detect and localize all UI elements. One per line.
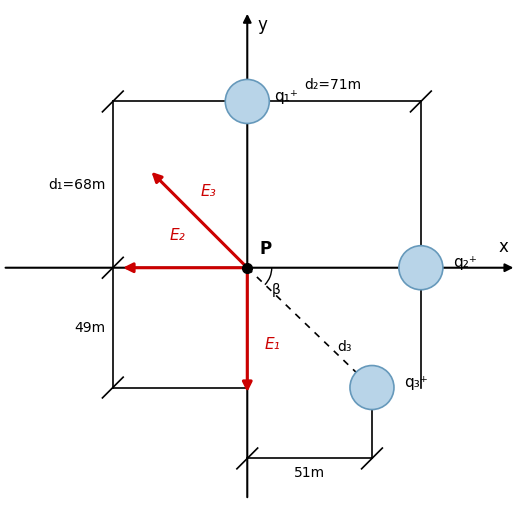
Text: q₂⁺: q₂⁺ [453,256,476,270]
Text: 49m: 49m [74,320,105,335]
Text: 51m: 51m [294,466,325,480]
Text: x: x [499,238,509,256]
Circle shape [399,246,443,290]
Text: P: P [260,240,271,258]
Circle shape [350,365,394,409]
Text: y: y [257,16,267,34]
Text: d₃: d₃ [337,339,351,354]
Text: d₂=71m: d₂=71m [304,78,361,91]
Circle shape [225,80,269,124]
Text: q₃⁺: q₃⁺ [404,375,428,390]
Text: q₁⁺: q₁⁺ [274,89,298,104]
Text: E₃: E₃ [201,184,216,199]
Text: E₂: E₂ [170,228,185,243]
Text: E₁: E₁ [264,337,280,352]
Text: d₁=68m: d₁=68m [48,178,105,192]
Text: β: β [272,283,281,297]
